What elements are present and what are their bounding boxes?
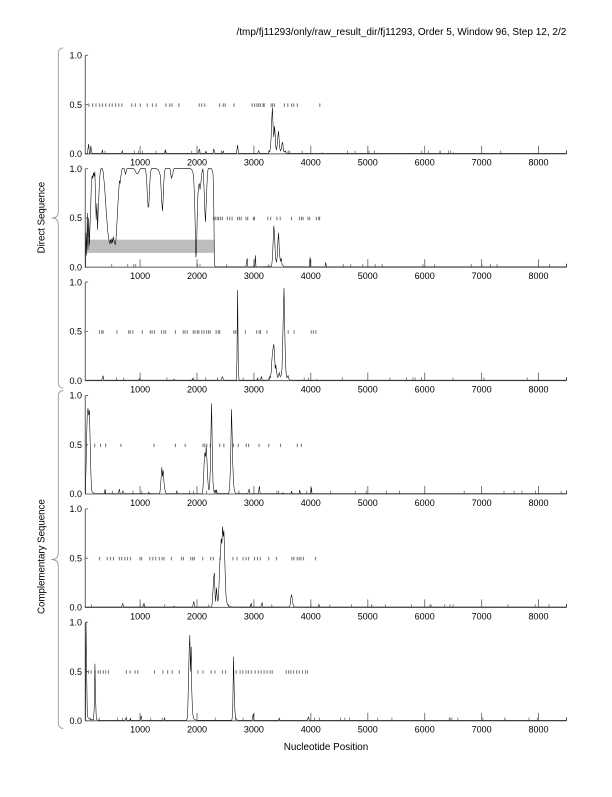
svg-text:8000: 8000 (528, 271, 548, 281)
svg-text:3000: 3000 (244, 158, 264, 168)
svg-text:8000: 8000 (528, 725, 548, 735)
svg-text:2000: 2000 (187, 271, 207, 281)
svg-text:0.5: 0.5 (69, 327, 82, 337)
svg-text:0.5: 0.5 (69, 553, 82, 563)
svg-text:5000: 5000 (358, 271, 378, 281)
svg-text:1000: 1000 (130, 385, 150, 395)
svg-text:7000: 7000 (472, 611, 492, 621)
svg-text:1.0: 1.0 (69, 504, 82, 514)
svg-text:5000: 5000 (358, 158, 378, 168)
svg-text:1000: 1000 (130, 158, 150, 168)
svg-text:2000: 2000 (187, 498, 207, 508)
svg-text:3000: 3000 (244, 611, 264, 621)
svg-text:0.5: 0.5 (69, 440, 82, 450)
svg-text:4000: 4000 (301, 385, 321, 395)
svg-text:4000: 4000 (301, 611, 321, 621)
svg-text:3000: 3000 (244, 385, 264, 395)
svg-text:4000: 4000 (301, 725, 321, 735)
svg-text:7000: 7000 (472, 158, 492, 168)
svg-text:6000: 6000 (415, 271, 435, 281)
svg-text:0.5: 0.5 (69, 667, 82, 677)
svg-text:6000: 6000 (415, 158, 435, 168)
svg-text:3000: 3000 (244, 498, 264, 508)
svg-text:0.0: 0.0 (69, 376, 82, 386)
svg-text:0.0: 0.0 (69, 149, 82, 159)
svg-text:0.0: 0.0 (69, 489, 82, 499)
svg-text:6000: 6000 (415, 725, 435, 735)
svg-text:7000: 7000 (472, 385, 492, 395)
svg-text:Complementary Sequence: Complementary Sequence (37, 499, 48, 614)
svg-text:7000: 7000 (472, 498, 492, 508)
svg-text:5000: 5000 (358, 385, 378, 395)
svg-text:3000: 3000 (244, 271, 264, 281)
svg-text:5000: 5000 (358, 498, 378, 508)
svg-text:/tmp/fj11293/only/raw_result_d: /tmp/fj11293/only/raw_result_dir/fj11293… (236, 27, 566, 38)
svg-text:4000: 4000 (301, 158, 321, 168)
svg-text:4000: 4000 (301, 498, 321, 508)
svg-text:1000: 1000 (130, 611, 150, 621)
svg-text:4000: 4000 (301, 271, 321, 281)
svg-text:6000: 6000 (415, 385, 435, 395)
svg-text:1000: 1000 (130, 498, 150, 508)
svg-text:8000: 8000 (528, 385, 548, 395)
svg-text:0.0: 0.0 (69, 603, 82, 613)
svg-text:0.0: 0.0 (69, 716, 82, 726)
svg-text:0.5: 0.5 (69, 100, 82, 110)
svg-text:7000: 7000 (472, 725, 492, 735)
svg-text:2000: 2000 (187, 385, 207, 395)
svg-text:0.0: 0.0 (69, 262, 82, 272)
svg-text:3000: 3000 (244, 725, 264, 735)
svg-text:1.0: 1.0 (69, 618, 82, 628)
svg-text:6000: 6000 (415, 498, 435, 508)
svg-text:8000: 8000 (528, 611, 548, 621)
svg-text:5000: 5000 (358, 725, 378, 735)
svg-text:Nucleotide Position: Nucleotide Position (284, 742, 369, 753)
svg-text:1.0: 1.0 (69, 391, 82, 401)
svg-text:7000: 7000 (472, 271, 492, 281)
svg-text:1.0: 1.0 (69, 164, 82, 174)
svg-text:6000: 6000 (415, 611, 435, 621)
svg-text:2000: 2000 (187, 725, 207, 735)
svg-text:2000: 2000 (187, 158, 207, 168)
svg-text:2000: 2000 (187, 611, 207, 621)
svg-text:5000: 5000 (358, 611, 378, 621)
svg-text:1.0: 1.0 (69, 51, 82, 61)
svg-text:0.5: 0.5 (69, 213, 82, 223)
svg-text:1.0: 1.0 (69, 277, 82, 287)
svg-text:1000: 1000 (130, 725, 150, 735)
svg-text:1000: 1000 (130, 271, 150, 281)
svg-text:Direct Sequence: Direct Sequence (37, 182, 48, 254)
svg-text:8000: 8000 (528, 498, 548, 508)
svg-text:8000: 8000 (528, 158, 548, 168)
